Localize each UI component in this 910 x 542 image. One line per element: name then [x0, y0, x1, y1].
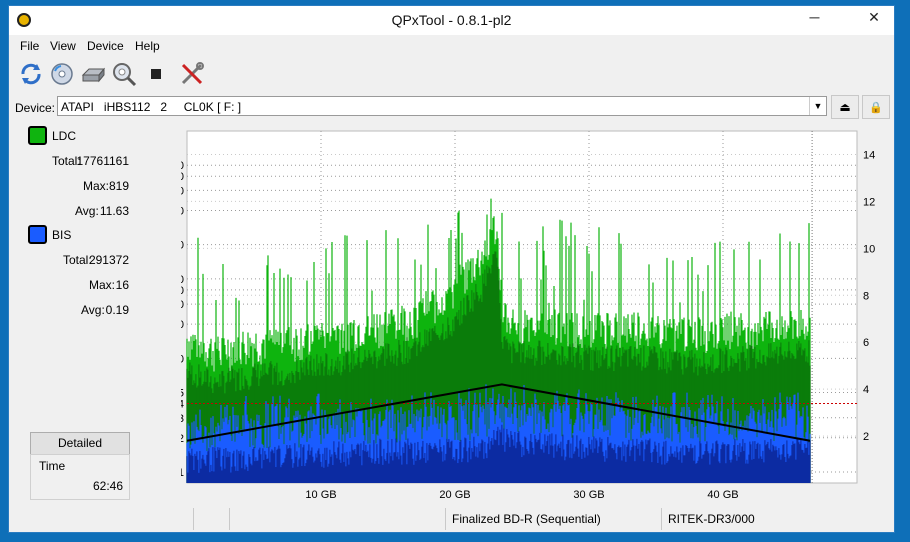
chevron-down-icon[interactable]: ▼: [809, 97, 826, 115]
y-left-tick-label: 2: [181, 433, 184, 445]
toolbar: [9, 58, 894, 92]
x-tick-label: 10 GB: [305, 489, 336, 501]
ldc-legend-label: LDC: [52, 129, 77, 143]
bis-avg-value: 0.19: [105, 303, 129, 317]
close-button[interactable]: ✕: [854, 6, 894, 29]
x-tick-label: 20 GB: [439, 489, 470, 501]
ldc-color-swatch: [28, 126, 47, 145]
quality-chart: 1234510203040501002003004005002468101214…: [181, 130, 875, 501]
y-right-tick-label: 12: [863, 196, 875, 208]
ldc-total-label: Total:: [52, 154, 81, 168]
y-left-tick-label: 200: [181, 205, 184, 217]
x-tick-label: 40 GB: [707, 489, 738, 501]
status-bar: Finalized BD-R (Sequential) RITEK-DR3/00…: [9, 508, 894, 532]
menu-help[interactable]: Help: [135, 39, 160, 53]
y-left-tick-label: 40: [181, 285, 184, 297]
window-title: QPxTool - 0.8.1-pl2: [391, 12, 512, 28]
eject-icon: ⏏: [839, 100, 851, 114]
detailed-button[interactable]: Detailed: [30, 432, 130, 455]
y-right-tick-label: 10: [863, 243, 875, 255]
disc-info-icon[interactable]: [49, 61, 75, 87]
y-left-tick-label: 50: [181, 274, 184, 286]
y-left-tick-label: 400: [181, 171, 184, 183]
tools-icon[interactable]: [179, 61, 205, 87]
refresh-icon[interactable]: [18, 61, 44, 87]
title-bar[interactable]: QPxTool - 0.8.1-pl2 ─ ☐ ✕: [9, 6, 894, 35]
y-left-tick-label: 5: [181, 388, 184, 400]
y-right-tick-label: 8: [863, 290, 869, 302]
bis-max-value: 16: [115, 278, 129, 292]
eject-button[interactable]: ⏏: [831, 95, 859, 119]
time-panel: Time 62:46: [30, 454, 130, 500]
speed-line: [186, 383, 811, 442]
bis-max-label: Max:: [89, 278, 116, 292]
y-left-tick-label: 300: [181, 185, 184, 197]
ldc-avg-label: Avg:: [75, 204, 99, 218]
ldc-total-value: 17761161: [76, 154, 130, 168]
status-cell-2: [193, 508, 229, 530]
device-select[interactable]: ATAPI iHBS112 2 CL0K [ F: ] ▼: [57, 96, 827, 116]
disc-status: Finalized BD-R (Sequential): [445, 508, 661, 530]
stats-panel: LDC Total: 17761161 Max: 819 Avg: 11.63 …: [9, 121, 137, 501]
minimize-button[interactable]: ─: [809, 9, 820, 25]
status-cell-1: [15, 508, 193, 530]
drive-icon[interactable]: [80, 61, 106, 87]
device-bar: Device: ATAPI iHBS112 2 CL0K [ F: ] ▼ ⏏ …: [9, 94, 894, 120]
y-right-tick-label: 2: [863, 431, 869, 443]
y-left-tick-label: 4: [181, 399, 184, 411]
ldc-avg-value: 11.63: [99, 204, 129, 218]
lock-button[interactable]: 🔒: [862, 95, 890, 119]
app-icon: [17, 13, 31, 27]
bis-total-value: 291372: [88, 253, 129, 267]
y-left-tick-label: 30: [181, 299, 184, 311]
bis-color-swatch: [28, 225, 47, 244]
lock-icon: 🔒: [869, 102, 883, 114]
bis-total-label: Total:: [63, 253, 92, 267]
y-left-tick-label: 3: [181, 413, 184, 425]
ldc-max-label: Max:: [83, 179, 110, 193]
device-value: ATAPI iHBS112 2 CL0K [ F: ]: [61, 100, 242, 114]
bis-legend-label: BIS: [52, 228, 72, 242]
app-window: QPxTool - 0.8.1-pl2 ─ ☐ ✕ File View Devi…: [8, 5, 895, 533]
status-cell-3: [229, 508, 445, 530]
y-left-tick-label: 10: [181, 353, 184, 365]
bis-avg-label: Avg:: [81, 303, 105, 317]
y-left-tick-label: 100: [181, 240, 184, 252]
y-left-tick-label: 20: [181, 319, 184, 331]
y-right-tick-label: 6: [863, 337, 869, 349]
x-tick-label: 30 GB: [573, 489, 604, 501]
ldc-max-value: 819: [108, 179, 129, 193]
menu-bar: File View Device Help: [9, 36, 894, 56]
menu-view[interactable]: View: [50, 39, 76, 53]
time-value: 62:46: [92, 479, 123, 493]
scan-icon[interactable]: [111, 61, 137, 87]
y-right-tick-label: 4: [863, 384, 869, 396]
menu-file[interactable]: File: [20, 39, 40, 53]
stop-icon[interactable]: [143, 61, 169, 87]
y-right-tick-label: 14: [863, 149, 875, 161]
media-id: RITEK-DR3/000: [661, 508, 879, 530]
time-label: Time: [39, 459, 66, 473]
device-label: Device:: [15, 101, 56, 115]
y-left-tick-label: 1: [181, 467, 184, 479]
y-left-tick-label: 500: [181, 160, 184, 172]
menu-device[interactable]: Device: [87, 39, 124, 53]
